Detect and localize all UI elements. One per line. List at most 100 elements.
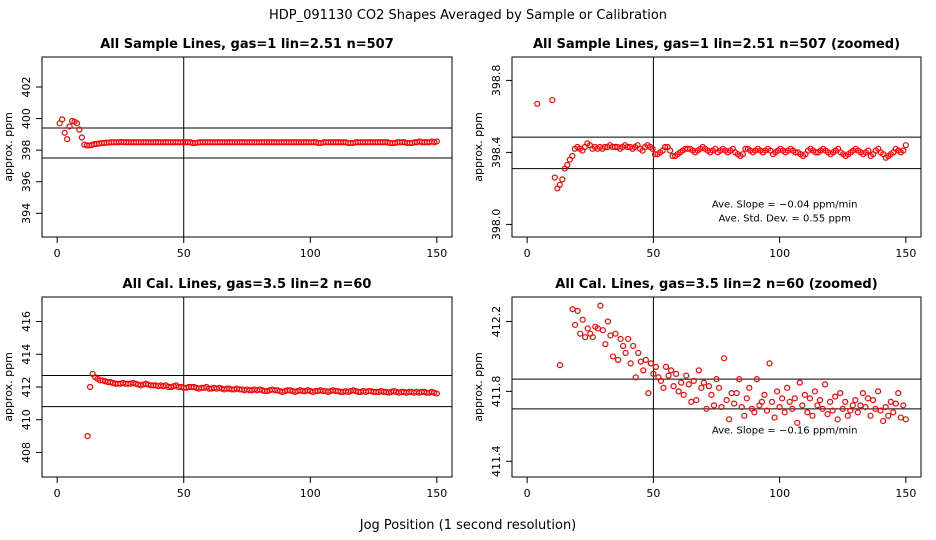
data-point	[839, 405, 846, 412]
data-point	[877, 407, 884, 414]
y-axis-label: approx. ppm	[472, 352, 485, 422]
data-point	[847, 407, 854, 414]
data-point	[698, 384, 705, 391]
data-point	[683, 372, 690, 379]
figure-xlabel: Jog Position (1 second resolution)	[359, 518, 577, 533]
data-point	[66, 123, 73, 130]
data-point	[635, 349, 642, 357]
plot-frame	[511, 296, 922, 478]
data-point	[786, 398, 793, 405]
y-tick-label: 414	[20, 344, 33, 365]
data-point	[584, 325, 591, 332]
data-point	[574, 307, 581, 315]
x-tick-label: 100	[300, 247, 321, 260]
data-point	[874, 388, 882, 395]
data-point	[796, 379, 803, 386]
data-point	[779, 395, 786, 402]
data-point	[577, 330, 584, 337]
panel-title: All Cal. Lines, gas=3.5 lin=2 n=60 (zoom…	[555, 277, 877, 292]
data-point	[726, 416, 733, 423]
data-point	[829, 407, 836, 414]
data-point	[811, 388, 819, 395]
data-point	[665, 372, 672, 379]
data-point	[794, 419, 801, 426]
data-point	[433, 138, 440, 145]
data-point	[84, 432, 91, 440]
data-point	[720, 355, 728, 362]
y-tick-label: 402	[20, 77, 33, 98]
data-point	[859, 390, 867, 397]
x-tick-label: 150	[895, 487, 916, 500]
data-point	[78, 134, 86, 141]
data-point	[781, 409, 788, 416]
data-point	[880, 417, 887, 425]
panel-cal-lines-zoomed: All Cal. Lines, gas=3.5 lin=2 n=60 (zoom…	[472, 277, 922, 500]
data-point	[900, 147, 907, 154]
plot-frame	[511, 56, 922, 238]
data-point	[64, 136, 71, 143]
data-point	[622, 349, 629, 357]
y-tick-label: 398.8	[490, 65, 503, 97]
data-point	[842, 398, 849, 405]
data-point	[612, 330, 619, 337]
data-point	[723, 397, 730, 404]
y-axis-label: approx. ppm	[2, 112, 15, 182]
data-point	[61, 129, 68, 136]
data-point	[559, 176, 566, 183]
data-point	[895, 390, 902, 397]
data-point	[761, 391, 768, 398]
data-point	[627, 360, 634, 367]
data-point	[869, 397, 877, 404]
data-point	[76, 126, 83, 133]
data-point	[645, 390, 652, 397]
data-point	[86, 383, 94, 391]
data-point	[695, 367, 702, 374]
data-point	[736, 376, 743, 383]
data-point	[758, 398, 766, 405]
data-point	[617, 335, 624, 343]
x-tick-label: 0	[524, 247, 531, 260]
annotation: Ave. Slope = −0.04 ppm/min	[712, 199, 858, 210]
data-point	[688, 398, 695, 405]
data-point	[849, 402, 856, 409]
data-point	[433, 390, 440, 397]
y-axis-label: approx. ppm	[2, 352, 15, 422]
data-point	[708, 391, 715, 398]
data-point	[776, 404, 783, 411]
y-tick-label: 394	[20, 203, 33, 224]
data-point	[657, 377, 665, 384]
panel-title: All Sample Lines, gas=1 lin=2.51 n=507 (…	[533, 37, 900, 52]
data-point	[632, 374, 639, 381]
data-point	[864, 395, 872, 402]
data-point	[579, 316, 586, 323]
data-point	[703, 405, 710, 412]
data-point	[649, 145, 656, 152]
data-point	[862, 404, 869, 411]
data-point	[675, 388, 682, 395]
x-tick-label: 150	[895, 247, 916, 260]
data-point	[569, 152, 576, 160]
x-tick-label: 100	[300, 487, 321, 500]
y-tick-label: 412.2	[490, 306, 503, 338]
data-point	[599, 327, 606, 334]
data-point	[837, 390, 844, 397]
data-point	[589, 334, 596, 341]
data-point	[885, 412, 892, 419]
data-point	[602, 341, 609, 348]
data-point	[604, 318, 612, 325]
data-point	[680, 391, 687, 398]
data-point	[619, 342, 627, 350]
data-point	[715, 384, 723, 391]
data-point	[791, 395, 798, 402]
data-point	[902, 142, 909, 149]
x-tick-label: 100	[769, 487, 790, 500]
data-point	[738, 404, 745, 411]
data-point	[753, 376, 761, 383]
data-point	[640, 367, 647, 374]
data-point	[789, 405, 796, 412]
y-tick-label: 400	[20, 108, 33, 129]
data-point	[700, 379, 707, 386]
data-point	[660, 384, 667, 391]
data-point	[834, 416, 841, 423]
data-point	[751, 409, 758, 416]
